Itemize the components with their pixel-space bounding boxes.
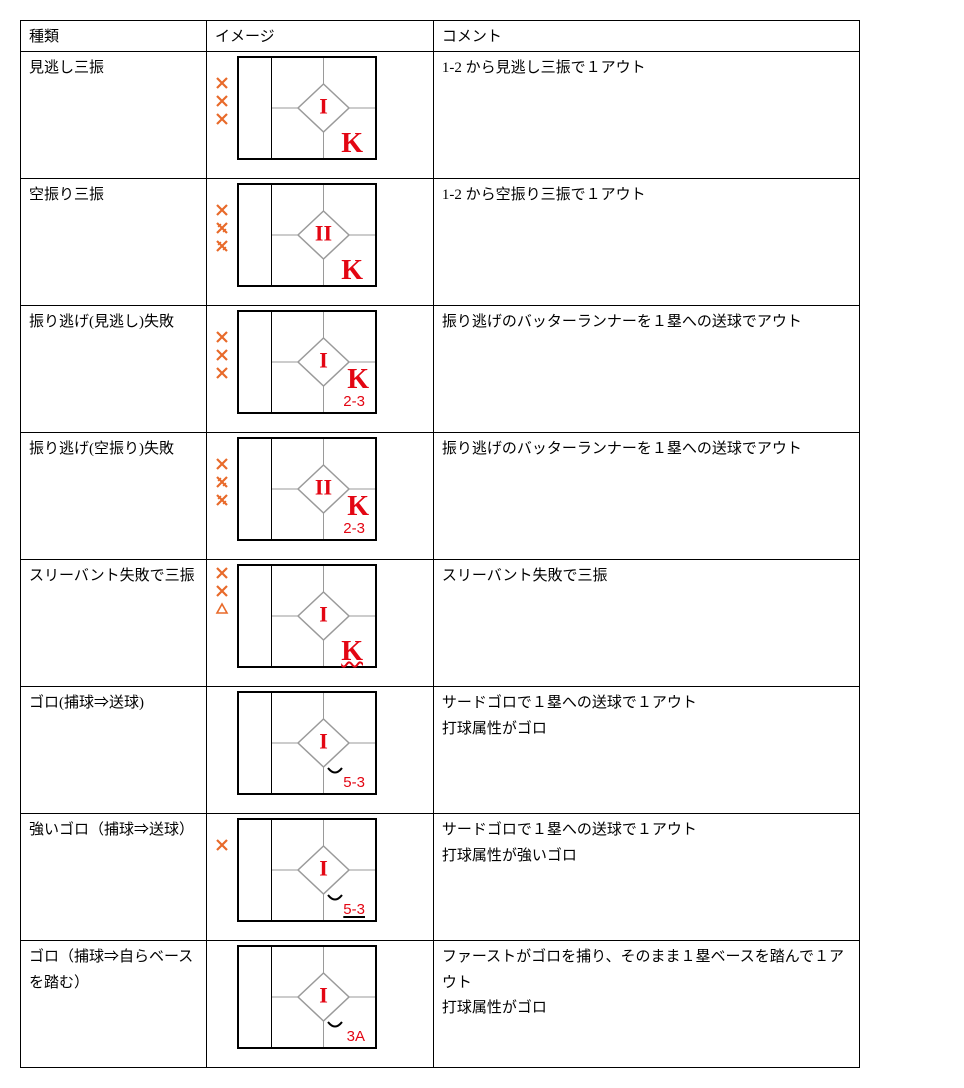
scoring-table: 種類 イメージ コメント 見逃し三振 IK1-2 から見逃し三振で１アウト空振り…	[20, 20, 860, 1068]
pitch-column	[215, 310, 231, 380]
groundball-arc-icon	[327, 1021, 343, 1029]
type-cell: 空振り三振	[21, 179, 207, 306]
image-cell: II K2-3	[206, 433, 433, 560]
play-notation: 5-3	[343, 901, 365, 918]
header-type: 種類	[21, 21, 207, 52]
play-notation: 2-3	[343, 520, 365, 537]
table-row: ゴロ（捕球⇒自らベースを踏む） I 3A ファーストがゴロを捕り、そのまま１塁ベース…	[21, 941, 860, 1068]
table-row: 強いゴロ（捕球⇒送球） I 5-3 サードゴロで１塁への送球で１アウト打球属性が強い…	[21, 814, 860, 941]
table-row: 見逃し三振 IK 1-2 から見逃し三振で１アウト	[21, 52, 860, 179]
strike-bunt-icon	[215, 602, 229, 616]
strike-looking-icon	[215, 76, 229, 90]
ball-icon	[215, 312, 229, 326]
comment-cell: ファーストがゴロを捕り、そのまま１塁ベースを踏んで１アウト打球属性がゴロ	[433, 941, 859, 1068]
type-cell: 振り逃げ(見逃し)失敗	[21, 306, 207, 433]
strike-swinging-icon	[215, 239, 229, 253]
type-cell: ゴロ（捕球⇒自らベースを踏む）	[21, 941, 207, 1068]
groundball-arc-icon	[327, 767, 343, 775]
strike-swinging-icon	[215, 475, 229, 489]
ball-icon	[215, 58, 229, 72]
strike-looking-icon	[215, 838, 229, 852]
pitch-column	[215, 56, 231, 126]
scorebox: I 5-3	[237, 818, 377, 922]
image-cell: II K	[206, 179, 433, 306]
pitch-column	[215, 945, 231, 947]
play-notation: 2-3	[343, 393, 365, 410]
out-number: I	[319, 94, 328, 120]
strike-looking-icon	[215, 330, 229, 344]
pitch-column	[215, 691, 231, 693]
image-cell: IK	[206, 560, 433, 687]
header-row: 種類 イメージ コメント	[21, 21, 860, 52]
comment-cell: サードゴロで１塁への送球で１アウト打球属性がゴロ	[433, 687, 859, 814]
pitch-column	[215, 183, 231, 253]
strike-looking-icon	[215, 566, 229, 580]
pitch-column	[215, 564, 231, 616]
image-cell: I 5-3	[206, 814, 433, 941]
k-symbol: K	[341, 638, 363, 666]
out-number: I	[319, 602, 328, 628]
scorebox: IK2-3	[237, 310, 377, 414]
out-number: I	[319, 348, 328, 374]
ball-icon	[215, 439, 229, 453]
strike-looking-icon	[215, 348, 229, 362]
strike-swinging-icon	[215, 493, 229, 507]
header-comment: コメント	[433, 21, 859, 52]
comment-cell: 振り逃げのバッターランナーを１塁への送球でアウト	[433, 433, 859, 560]
table-row: 振り逃げ(空振り)失敗 II K2-3 振り逃げのバッターランナーを１塁への送球でア…	[21, 433, 860, 560]
pitch-column	[215, 437, 231, 507]
strike-looking-icon	[215, 366, 229, 380]
out-number: I	[319, 983, 328, 1009]
table-row: ゴロ(捕球⇒送球) I 5-3 サードゴロで１塁への送球で１アウト打球属性がゴロ	[21, 687, 860, 814]
comment-cell: 1-2 から空振り三振で１アウト	[433, 179, 859, 306]
table-row: 振り逃げ(見逃し)失敗 IK2-3 振り逃げのバッターランナーを１塁への送球でアウ…	[21, 306, 860, 433]
image-cell: IK	[206, 52, 433, 179]
strike-looking-icon	[215, 584, 229, 598]
k-symbol: K	[347, 493, 369, 521]
header-image: イメージ	[206, 21, 433, 52]
table-row: スリーバント失敗で三振 IK スリーバント失敗で三振	[21, 560, 860, 687]
type-cell: 振り逃げ(空振り)失敗	[21, 433, 207, 560]
scorebox: I 3A	[237, 945, 377, 1049]
scorebox: II K	[237, 183, 377, 287]
groundball-arc-icon	[327, 894, 343, 902]
type-cell: 強いゴロ（捕球⇒送球）	[21, 814, 207, 941]
comment-cell: スリーバント失敗で三振	[433, 560, 859, 687]
play-notation: 5-3	[343, 774, 365, 791]
image-cell: I 3A	[206, 941, 433, 1068]
scorebox: I 5-3	[237, 691, 377, 795]
strike-looking-icon	[215, 94, 229, 108]
strike-looking-icon	[215, 457, 229, 471]
comment-cell: サードゴロで１塁への送球で１アウト打球属性が強いゴロ	[433, 814, 859, 941]
comment-cell: 1-2 から見逃し三振で１アウト	[433, 52, 859, 179]
strike-looking-icon	[215, 112, 229, 126]
ball-icon	[215, 820, 229, 834]
image-cell: I 5-3	[206, 687, 433, 814]
k-symbol: K	[341, 257, 363, 285]
play-notation: 3A	[347, 1028, 365, 1045]
k-symbol: K	[341, 130, 363, 158]
out-number: I	[319, 729, 328, 755]
k-symbol: K	[347, 366, 369, 394]
strike-looking-icon	[215, 203, 229, 217]
scorebox: IK	[237, 56, 377, 160]
type-cell: スリーバント失敗で三振	[21, 560, 207, 687]
out-number: II	[315, 221, 332, 247]
comment-cell: 振り逃げのバッターランナーを１塁への送球でアウト	[433, 306, 859, 433]
ball-icon	[215, 185, 229, 199]
pitch-column	[215, 818, 231, 870]
table-row: 空振り三振 II K 1-2 から空振り三振で１アウト	[21, 179, 860, 306]
strike-swinging-icon	[215, 221, 229, 235]
image-cell: IK2-3	[206, 306, 433, 433]
out-number: II	[315, 475, 332, 501]
type-cell: 見逃し三振	[21, 52, 207, 179]
scorebox: II K2-3	[237, 437, 377, 541]
out-number: I	[319, 856, 328, 882]
scorebox: IK	[237, 564, 377, 668]
ball-icon	[215, 856, 229, 870]
type-cell: ゴロ(捕球⇒送球)	[21, 687, 207, 814]
